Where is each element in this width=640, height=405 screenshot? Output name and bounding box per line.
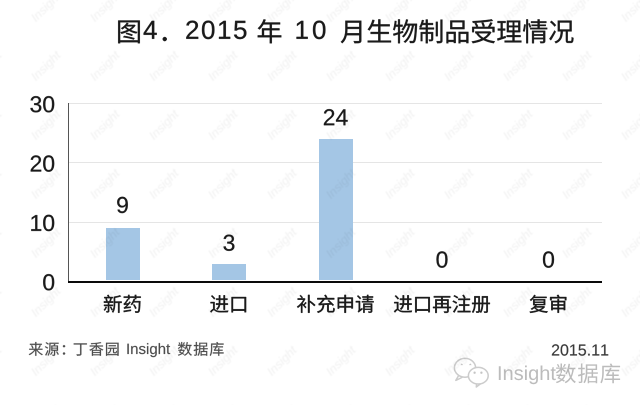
svg-text:Insight: Insight — [205, 107, 241, 143]
svg-text:Insight: Insight — [264, 343, 300, 379]
svg-text:Insight: Insight — [441, 343, 477, 379]
svg-text:Insight: Insight — [500, 0, 536, 25]
svg-text:Insight: Insight — [28, 0, 64, 25]
svg-text:Insight: Insight — [618, 284, 640, 320]
svg-text:Insight: Insight — [146, 0, 182, 25]
svg-text:Insight: Insight — [87, 343, 123, 379]
svg-text:Insight: Insight — [205, 166, 241, 202]
svg-text:Insight: Insight — [500, 343, 536, 379]
svg-text:Insight: Insight — [323, 225, 359, 261]
svg-text:Insight: Insight — [146, 48, 182, 84]
svg-text:Insight: Insight — [87, 0, 123, 25]
svg-text:Insight: Insight — [382, 166, 418, 202]
svg-text:Insight: Insight — [441, 225, 477, 261]
svg-text:Insight: Insight — [323, 0, 359, 25]
svg-text:Insight: Insight — [382, 284, 418, 320]
svg-text:Insight: Insight — [0, 343, 5, 379]
svg-text:Insight: Insight — [146, 284, 182, 320]
svg-text:Insight: Insight — [559, 343, 595, 379]
svg-text:Insight: Insight — [382, 225, 418, 261]
svg-text:Insight: Insight — [500, 166, 536, 202]
svg-text:Insight: Insight — [323, 107, 359, 143]
svg-text:Insight: Insight — [382, 0, 418, 25]
svg-text:Insight: Insight — [323, 48, 359, 84]
svg-text:Insight: Insight — [618, 107, 640, 143]
svg-text:Insight: Insight — [205, 0, 241, 25]
svg-text:Insight: Insight — [28, 225, 64, 261]
svg-text:Insight: Insight — [618, 225, 640, 261]
svg-text:Insight: Insight — [559, 107, 595, 143]
svg-text:Insight: Insight — [87, 48, 123, 84]
svg-text:Insight: Insight — [0, 166, 5, 202]
svg-text:Insight: Insight — [441, 166, 477, 202]
svg-text:Insight: Insight — [500, 225, 536, 261]
svg-text:Insight: Insight — [618, 343, 640, 379]
svg-text:Insight: Insight — [441, 107, 477, 143]
svg-text:Insight: Insight — [559, 284, 595, 320]
svg-text:Insight: Insight — [559, 48, 595, 84]
svg-text:Insight: Insight — [205, 225, 241, 261]
svg-text:Insight: Insight — [559, 166, 595, 202]
svg-text:Insight: Insight — [559, 225, 595, 261]
svg-text:Insight: Insight — [500, 284, 536, 320]
svg-text:Insight: Insight — [146, 107, 182, 143]
svg-text:Insight: Insight — [264, 107, 300, 143]
svg-text:Insight: Insight — [559, 0, 595, 25]
svg-text:Insight: Insight — [205, 284, 241, 320]
svg-text:Insight: Insight — [205, 343, 241, 379]
svg-text:Insight: Insight — [441, 284, 477, 320]
svg-text:Insight: Insight — [87, 225, 123, 261]
svg-text:Insight: Insight — [28, 166, 64, 202]
svg-text:Insight: Insight — [264, 166, 300, 202]
svg-text:Insight: Insight — [264, 0, 300, 25]
svg-text:Insight: Insight — [28, 284, 64, 320]
svg-text:Insight: Insight — [323, 166, 359, 202]
svg-text:Insight: Insight — [28, 343, 64, 379]
svg-text:Insight: Insight — [146, 225, 182, 261]
svg-text:Insight: Insight — [441, 0, 477, 25]
svg-text:Insight: Insight — [28, 48, 64, 84]
svg-text:Insight: Insight — [441, 48, 477, 84]
svg-text:Insight: Insight — [205, 48, 241, 84]
svg-text:Insight: Insight — [264, 284, 300, 320]
svg-text:Insight: Insight — [323, 284, 359, 320]
svg-text:Insight: Insight — [87, 107, 123, 143]
svg-text:Insight: Insight — [28, 107, 64, 143]
svg-text:Insight: Insight — [146, 166, 182, 202]
svg-text:Insight: Insight — [0, 107, 5, 143]
svg-text:Insight: Insight — [0, 225, 5, 261]
svg-text:Insight: Insight — [264, 48, 300, 84]
svg-text:Insight: Insight — [0, 0, 5, 25]
svg-text:Insight: Insight — [0, 284, 5, 320]
svg-text:Insight: Insight — [500, 107, 536, 143]
svg-text:Insight: Insight — [323, 343, 359, 379]
svg-text:Insight: Insight — [87, 284, 123, 320]
svg-text:Insight: Insight — [264, 225, 300, 261]
svg-text:Insight: Insight — [146, 343, 182, 379]
svg-text:Insight: Insight — [87, 166, 123, 202]
svg-text:Insight: Insight — [618, 166, 640, 202]
svg-text:Insight: Insight — [382, 343, 418, 379]
svg-text:Insight: Insight — [618, 0, 640, 25]
svg-text:Insight: Insight — [382, 107, 418, 143]
svg-text:Insight: Insight — [618, 48, 640, 84]
svg-text:Insight: Insight — [500, 48, 536, 84]
svg-text:Insight: Insight — [0, 48, 5, 84]
svg-text:Insight: Insight — [382, 48, 418, 84]
